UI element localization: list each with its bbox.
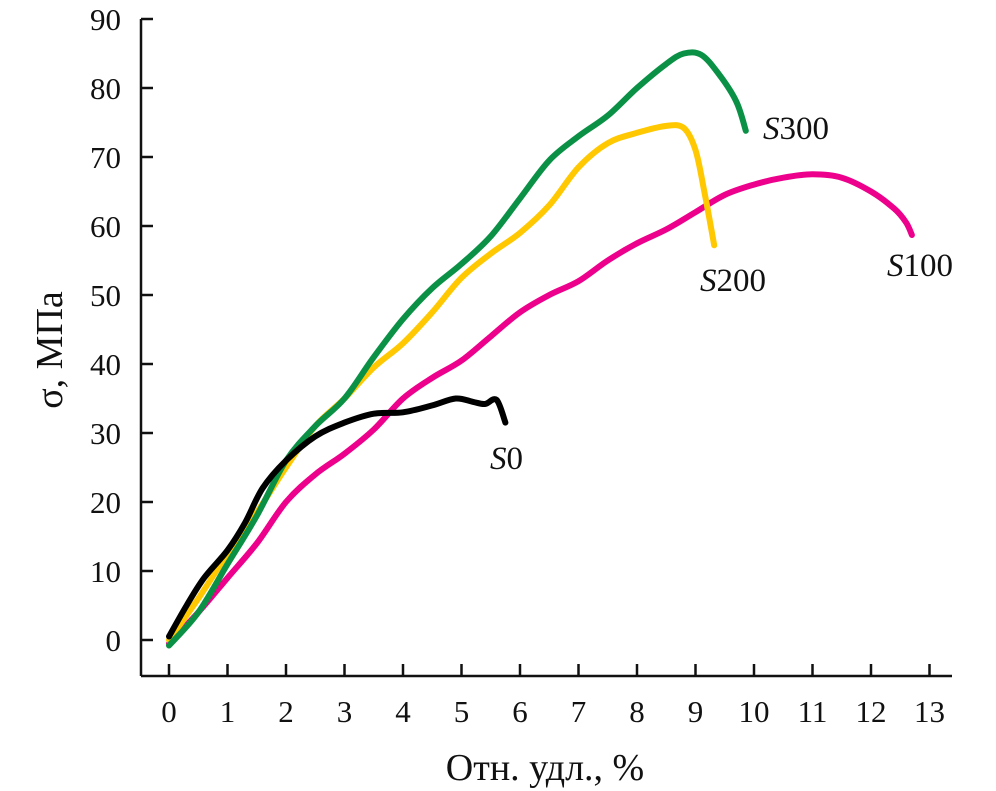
series-label-s200: S200: [700, 263, 766, 299]
y-tick-label: 30: [90, 416, 121, 451]
series-line-s200: [166, 122, 718, 643]
series-label-prefix: S: [700, 263, 717, 299]
x-tick-label: 4: [395, 694, 411, 729]
x-ticks: 0 1 2 3 4 5 6 7 8 9 10 11 12 13: [161, 664, 945, 729]
x-tick-label: 8: [629, 694, 645, 729]
y-tick-label: 50: [90, 278, 121, 313]
y-ticks: 0 10 20 30 40 50 60 70 80 90: [90, 2, 153, 658]
x-tick-label: 6: [512, 694, 528, 729]
y-tick-label: 60: [90, 209, 121, 244]
x-tick-label: 2: [278, 694, 294, 729]
y-axis-title: σ, МПа: [29, 291, 71, 409]
y-tick-label: 40: [90, 347, 121, 382]
series-label-s100: S100: [887, 248, 953, 284]
y-tick-label: 70: [90, 140, 121, 175]
series-label-prefix: S: [490, 441, 507, 477]
x-tick-label: 9: [688, 694, 704, 729]
series-label-prefix: S: [763, 111, 780, 147]
series-label-suffix: 300: [780, 111, 830, 147]
series-label-prefix: S: [887, 248, 904, 284]
x-tick-label: 5: [454, 694, 470, 729]
y-tick-label: 80: [90, 71, 121, 106]
y-tick-label: 0: [106, 623, 122, 658]
y-tick-label: 10: [90, 554, 121, 589]
x-tick-label: 1: [220, 694, 236, 729]
series-line-s100: [166, 171, 915, 647]
series-label-suffix: 0: [507, 441, 524, 477]
x-axis-title: Отн. удл., %: [446, 747, 644, 789]
y-tick-label: 90: [90, 2, 121, 37]
y-tick-label: 20: [90, 485, 121, 520]
x-tick-label: 11: [798, 694, 828, 729]
x-tick-label: 13: [914, 694, 945, 729]
series-label-suffix: 200: [717, 263, 767, 299]
series-label-s300: S300: [763, 111, 829, 147]
x-tick-label: 0: [161, 694, 177, 729]
series-label-suffix: 100: [904, 248, 954, 284]
series-label-s0: S0: [490, 441, 523, 477]
series-curves: [166, 49, 915, 649]
x-tick-label: 12: [856, 694, 887, 729]
x-tick-label: 3: [337, 694, 353, 729]
series-line-s0: [166, 395, 509, 640]
series-line-s300: [166, 49, 749, 649]
x-tick-label: 7: [571, 694, 587, 729]
x-tick-label: 10: [739, 694, 770, 729]
